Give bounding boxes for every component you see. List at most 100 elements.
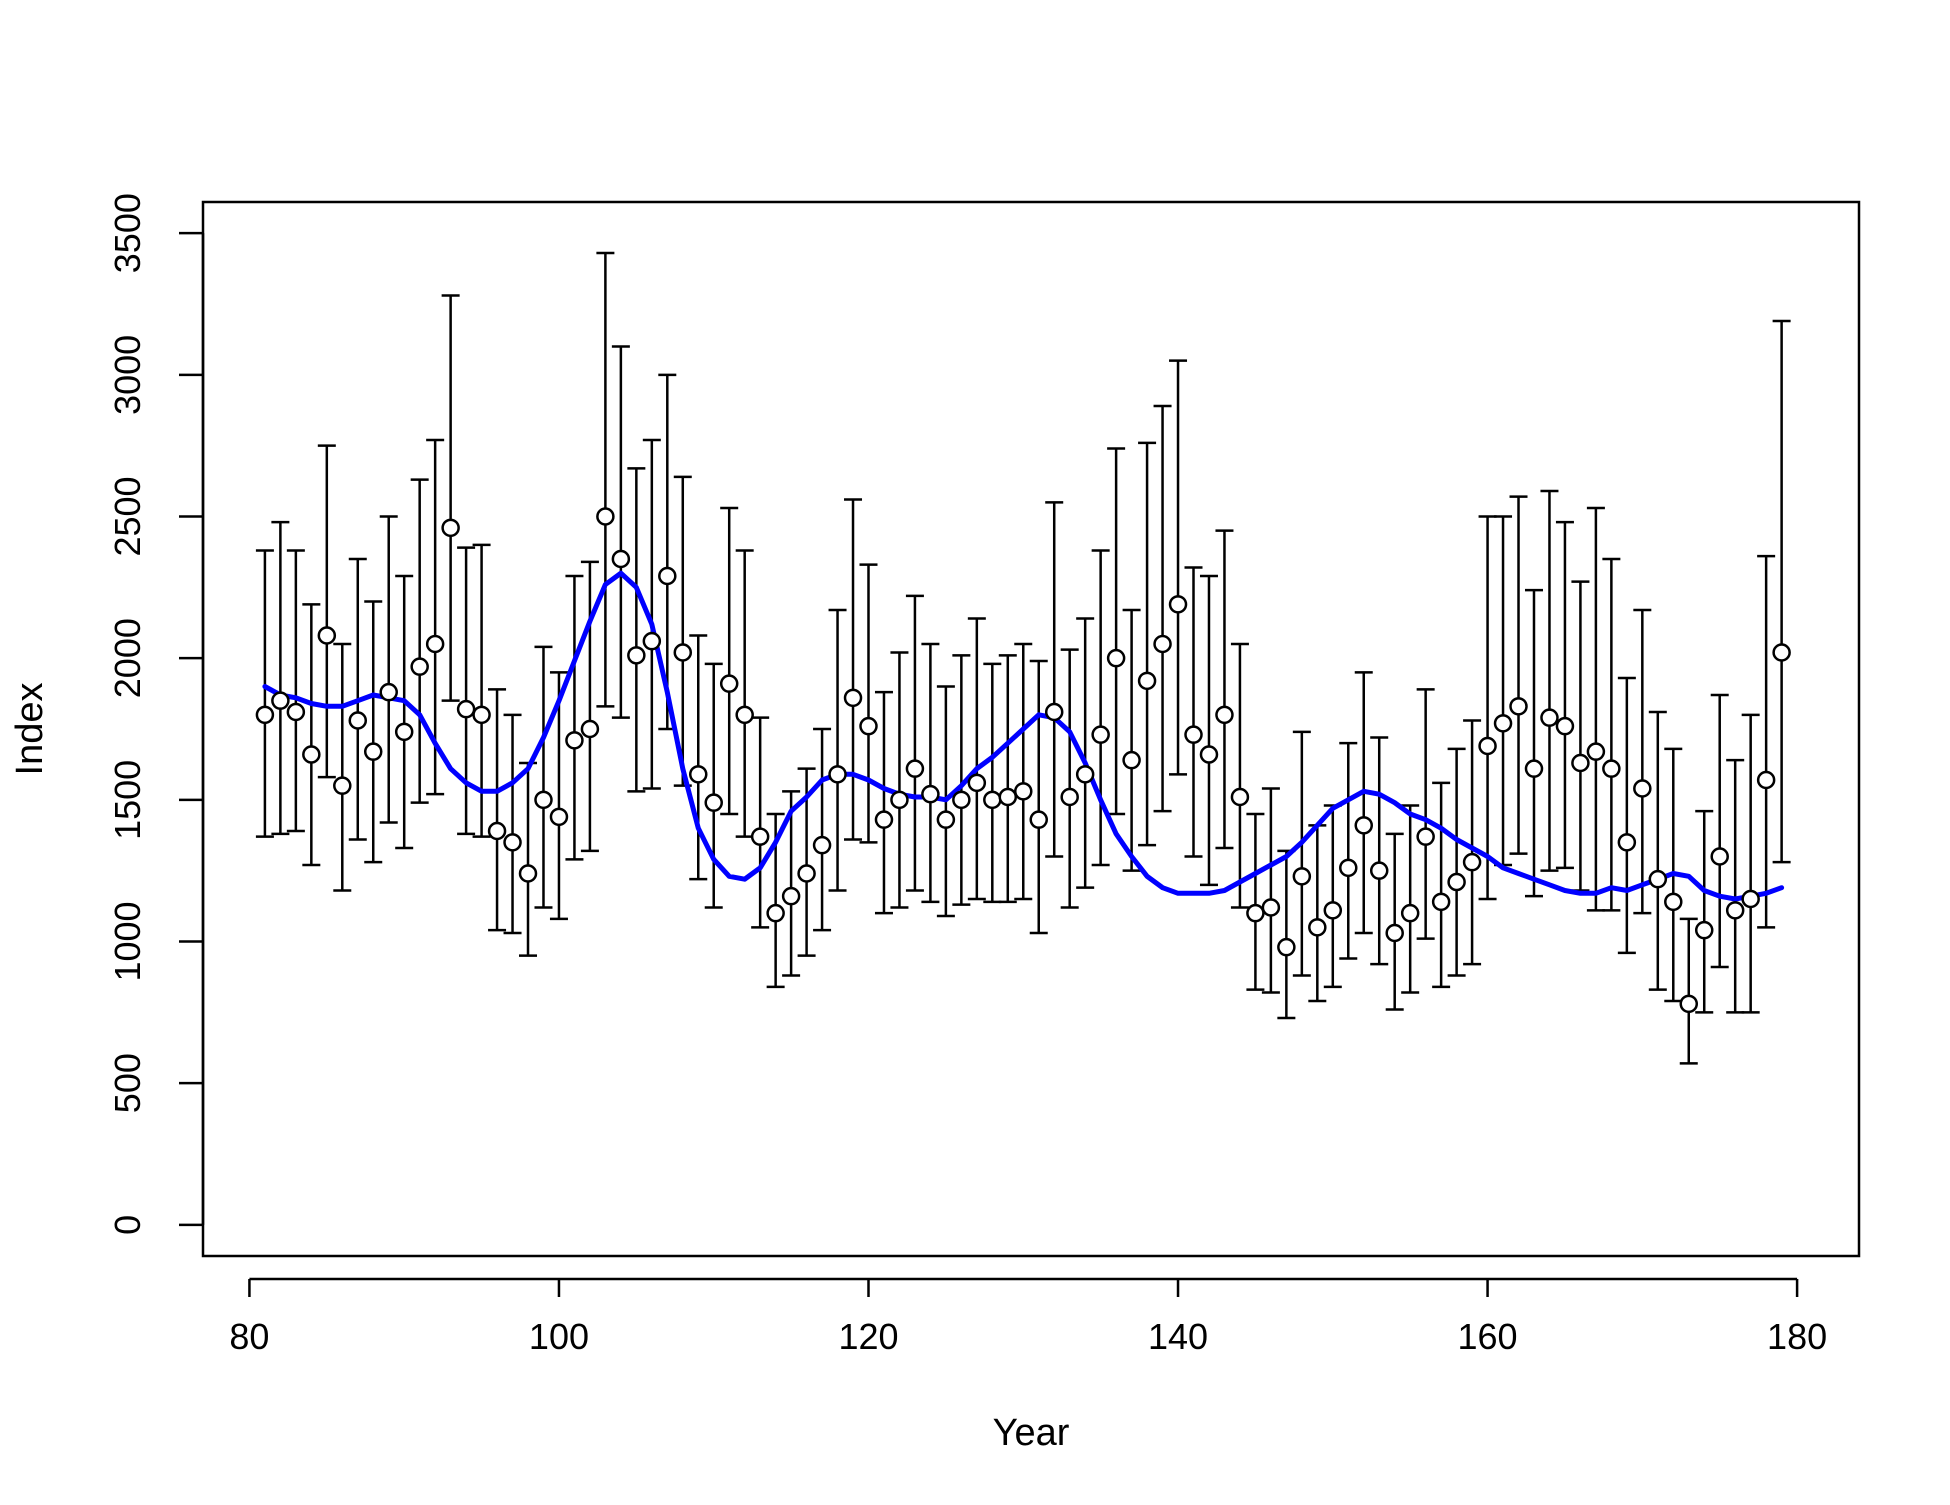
data-point bbox=[1014, 782, 1033, 801]
error-bar bbox=[735, 549, 754, 838]
error-bar bbox=[1354, 671, 1373, 935]
error-bar bbox=[828, 608, 847, 892]
error-bar bbox=[967, 617, 986, 901]
data-point bbox=[472, 705, 491, 725]
data-point bbox=[1741, 889, 1760, 909]
data-point bbox=[1246, 903, 1265, 923]
data-point bbox=[1137, 671, 1157, 691]
error-bar bbox=[1246, 812, 1265, 991]
error-bar bbox=[859, 563, 878, 844]
data-point bbox=[1060, 787, 1079, 807]
data-point bbox=[1710, 847, 1729, 866]
error-bar bbox=[1385, 832, 1404, 1011]
error-bar bbox=[286, 549, 305, 833]
y-tick-label: 2500 bbox=[107, 476, 148, 556]
data-point bbox=[1308, 918, 1327, 937]
data-point bbox=[255, 705, 275, 725]
data-point bbox=[456, 699, 476, 719]
data-point bbox=[271, 691, 290, 710]
data-point bbox=[1493, 714, 1513, 733]
error-bar bbox=[1463, 719, 1482, 966]
data-point bbox=[843, 688, 863, 708]
error-bar bbox=[1153, 404, 1172, 813]
error-bar bbox=[255, 549, 274, 838]
data-point bbox=[812, 835, 832, 855]
data-point bbox=[750, 827, 770, 846]
data-point bbox=[487, 821, 507, 841]
error-bar bbox=[1494, 515, 1513, 867]
error-bar bbox=[503, 713, 522, 935]
error-bar bbox=[1230, 642, 1249, 909]
data-point bbox=[1261, 898, 1281, 917]
data-point bbox=[1106, 648, 1126, 668]
error-bar bbox=[364, 600, 383, 864]
y-tick-label: 1500 bbox=[107, 760, 148, 840]
error-bar bbox=[998, 654, 1017, 904]
error-bar bbox=[1710, 693, 1729, 969]
error-bar bbox=[488, 688, 507, 932]
data-point bbox=[1725, 901, 1745, 920]
x-axis-label: Year bbox=[993, 1412, 1070, 1454]
data-point bbox=[859, 716, 878, 736]
error-bar bbox=[410, 478, 429, 804]
data-point bbox=[1168, 595, 1188, 614]
data-point bbox=[1091, 725, 1110, 744]
error-bar bbox=[1757, 554, 1776, 929]
error-bar bbox=[1199, 574, 1218, 887]
error-bar bbox=[1122, 608, 1141, 872]
error-bar bbox=[1169, 359, 1188, 776]
data-point bbox=[673, 643, 693, 662]
x-tick-label: 100 bbox=[529, 1316, 589, 1357]
error-bar bbox=[395, 574, 414, 850]
error-bar bbox=[1602, 557, 1621, 912]
error-bar bbox=[704, 662, 723, 909]
data-point bbox=[781, 886, 801, 906]
data-point bbox=[1215, 705, 1234, 725]
line-layer bbox=[262, 570, 1785, 902]
error-bar bbox=[1617, 676, 1636, 955]
error-bar bbox=[1509, 495, 1528, 855]
error-bar bbox=[302, 603, 321, 867]
data-point bbox=[596, 507, 615, 526]
data-point bbox=[828, 765, 847, 784]
error-bar bbox=[844, 498, 863, 841]
data-point bbox=[1462, 852, 1482, 872]
error-bar bbox=[813, 727, 832, 932]
error-bar bbox=[1401, 804, 1420, 994]
error-bar bbox=[1370, 736, 1389, 966]
error-bar bbox=[1555, 520, 1574, 870]
data-point bbox=[1571, 753, 1590, 773]
data-point bbox=[1540, 708, 1559, 727]
error-bar bbox=[457, 546, 476, 836]
data-point bbox=[890, 790, 909, 810]
data-point bbox=[1029, 810, 1048, 829]
error-bar bbox=[1633, 608, 1652, 915]
error-bar bbox=[580, 560, 599, 853]
error-bar bbox=[472, 543, 491, 838]
error-bar bbox=[642, 438, 661, 790]
y-tick-label: 0 bbox=[107, 1215, 148, 1235]
data-point bbox=[642, 631, 662, 651]
data-point bbox=[1478, 736, 1497, 756]
data-point bbox=[580, 719, 600, 739]
data-point bbox=[1416, 827, 1435, 846]
errorbar-layer bbox=[255, 251, 1791, 1065]
data-point bbox=[410, 657, 429, 676]
data-point bbox=[1199, 745, 1219, 764]
error-bar bbox=[549, 671, 568, 921]
error-bar bbox=[534, 645, 553, 909]
data-point bbox=[317, 626, 337, 645]
error-bar bbox=[271, 520, 290, 836]
error-bar bbox=[1138, 441, 1157, 847]
data-point bbox=[302, 745, 321, 764]
data-point bbox=[394, 722, 414, 742]
x-tick-label: 120 bbox=[838, 1316, 898, 1357]
data-point bbox=[1075, 765, 1095, 784]
error-bar bbox=[1014, 642, 1033, 901]
data-point bbox=[363, 742, 383, 761]
error-bar bbox=[952, 654, 971, 906]
data-point bbox=[1230, 787, 1250, 807]
data-point bbox=[518, 864, 538, 883]
error-bar bbox=[905, 594, 924, 892]
